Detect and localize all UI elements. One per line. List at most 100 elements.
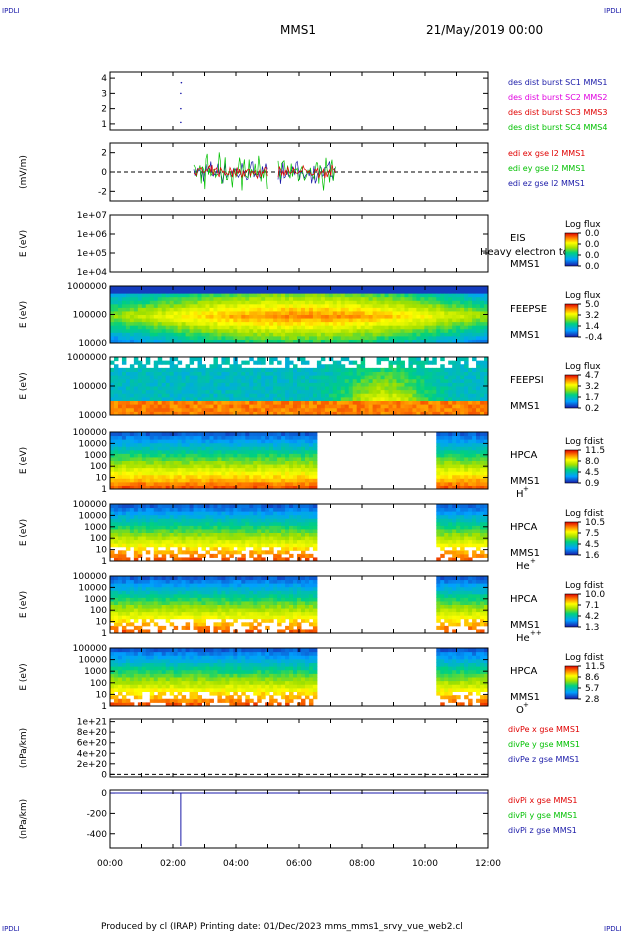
heatmap-cell — [209, 504, 214, 509]
heatmap-cell — [153, 478, 159, 483]
heatmap-cell — [233, 474, 238, 479]
heatmap-cell — [201, 453, 206, 458]
heatmap-cell — [293, 518, 298, 523]
heatmap-cell — [213, 460, 218, 465]
heatmap-cell — [165, 404, 171, 409]
heatmap-cell — [209, 507, 214, 512]
heatmap-cell — [121, 293, 127, 298]
heatmap-cell — [110, 439, 115, 444]
heatmap-cell — [464, 310, 469, 315]
y-axis-label: (mV/m) — [19, 155, 29, 189]
heatmap-cell — [273, 481, 278, 486]
heatmap-cell — [201, 449, 206, 454]
heatmap-cell — [472, 378, 477, 383]
heatmap-cell — [249, 528, 254, 533]
heatmap-cell — [169, 525, 175, 530]
heatmap-cell — [241, 318, 246, 323]
heatmap-cell — [424, 378, 429, 383]
heatmap-cell — [400, 325, 405, 330]
heatmap-cell — [476, 456, 481, 461]
heatmap-cell — [113, 467, 119, 472]
heatmap-cell — [137, 371, 143, 376]
heatmap-cell — [157, 321, 163, 326]
heatmap-cell — [110, 550, 115, 555]
heatmap-cell — [145, 442, 151, 447]
heatmap-cell — [173, 511, 179, 516]
heatmap-cell — [237, 518, 242, 523]
heatmap-cell — [289, 471, 294, 476]
heatmap-cell — [456, 471, 461, 476]
heatmap-cell — [332, 371, 338, 376]
heatmap-cell — [424, 371, 429, 376]
heatmap-cell — [312, 446, 318, 451]
heatmap-cell — [169, 543, 175, 548]
heatmap-cell — [229, 485, 234, 490]
colorbar-tick-label: 5.0 — [585, 300, 600, 310]
heatmap-cell — [484, 360, 489, 365]
heatmap-cell — [388, 328, 394, 333]
heatmap-cell — [408, 375, 413, 380]
heatmap-cell — [189, 521, 195, 526]
heatmap-cell — [197, 360, 203, 365]
heatmap-cell — [456, 321, 461, 326]
heatmap-cell — [281, 557, 286, 562]
heatmap-cell — [197, 300, 203, 305]
heatmap-cell — [193, 474, 199, 479]
heatmap-cell — [125, 325, 131, 330]
heatmap-cell — [384, 400, 390, 405]
heatmap-cell — [416, 371, 421, 376]
heatmap-cell — [285, 307, 290, 312]
heatmap-cell — [153, 314, 159, 319]
heatmap-cell — [328, 357, 334, 362]
heatmap-cell — [185, 300, 191, 305]
heatmap-cell — [141, 303, 147, 308]
heatmap-cell — [241, 432, 246, 437]
heatmap-cell — [472, 296, 477, 301]
heatmap-cell — [145, 396, 151, 401]
heatmap-cell — [273, 553, 278, 558]
heatmap-cell — [225, 435, 230, 440]
heatmap-cell — [197, 318, 203, 323]
heatmap-cell — [336, 393, 342, 398]
heatmap-cell — [193, 318, 199, 323]
heatmap-cell — [468, 485, 473, 490]
heatmap-cell — [293, 504, 298, 509]
heatmap-cell — [408, 367, 413, 372]
heatmap-cell — [293, 307, 298, 312]
heatmap-cell — [177, 407, 183, 412]
heatmap-cell — [480, 485, 485, 490]
heatmap-cell — [113, 481, 119, 486]
heatmap-cell — [249, 389, 254, 394]
heatmap-cell — [241, 449, 246, 454]
colorbar-tick-label: 0.0 — [585, 229, 600, 239]
heatmap-cell — [157, 404, 163, 409]
heatmap-cell — [197, 521, 203, 526]
heatmap-cell — [133, 378, 139, 383]
heatmap-cell — [261, 332, 266, 337]
heatmap-cell — [173, 539, 179, 544]
heatmap-cell — [197, 328, 203, 333]
heatmap-cell — [217, 286, 222, 291]
heatmap-cell — [444, 407, 449, 412]
heatmap-cell — [460, 471, 465, 476]
heatmap-cell — [384, 328, 390, 333]
heatmap-cell — [332, 382, 338, 387]
heatmap-cell — [289, 367, 294, 372]
heatmap-cell — [173, 375, 179, 380]
heatmap-cell — [348, 378, 354, 383]
heatmap-cell — [420, 411, 425, 416]
heatmap-cell — [257, 553, 262, 558]
heatmap-cell — [340, 407, 346, 412]
heatmap-cell — [380, 321, 386, 326]
heatmap-cell — [281, 514, 286, 519]
heatmap-cell — [277, 328, 282, 333]
heatmap-cell — [125, 293, 131, 298]
heatmap-cell — [237, 536, 242, 541]
heatmap-cell — [249, 300, 254, 305]
heatmap-cell — [133, 439, 139, 444]
heatmap-cell — [133, 536, 139, 541]
heatmap-cell — [300, 360, 306, 365]
heatmap-cell — [464, 335, 469, 340]
heatmap-cell — [460, 474, 465, 479]
heatmap-cell — [253, 303, 258, 308]
